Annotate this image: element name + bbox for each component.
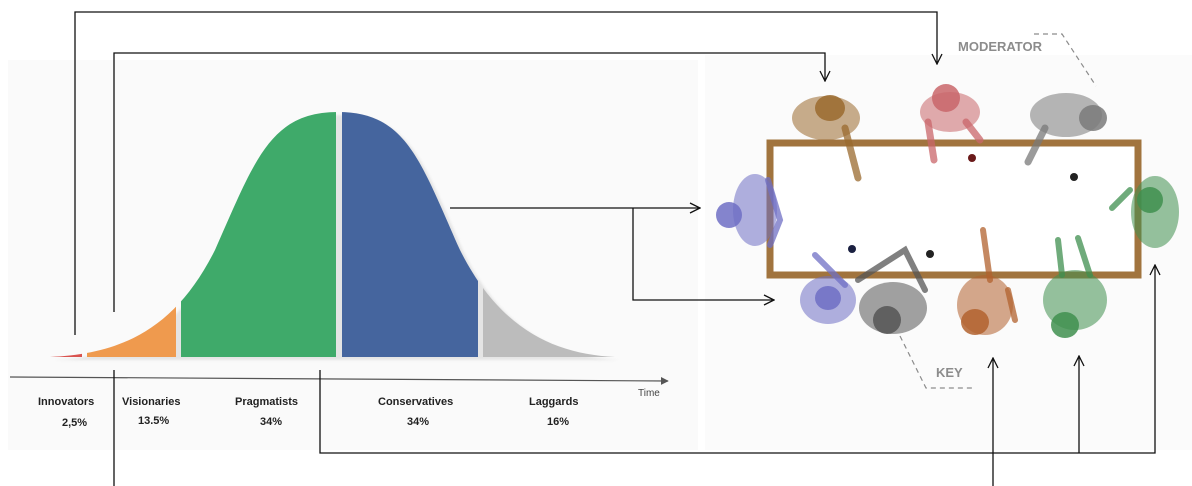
arrow-conservatives-to-bottom-left bbox=[632, 208, 774, 300]
arrow-visionaries-to-top-left bbox=[113, 52, 825, 312]
participant-key bbox=[855, 245, 928, 334]
percent-conservatives: 34% bbox=[407, 416, 429, 428]
moderator-label: MODERATOR bbox=[958, 39, 1043, 54]
participant-top-left bbox=[792, 95, 862, 182]
participant-left bbox=[716, 174, 784, 248]
percent-visionaries: 13.5% bbox=[138, 415, 169, 427]
key-label: KEY bbox=[936, 365, 963, 380]
participant-top-right bbox=[1024, 93, 1107, 166]
percent-laggards: 16% bbox=[547, 416, 569, 428]
table-item-cup bbox=[926, 250, 934, 258]
participant-bottom-1 bbox=[800, 252, 856, 324]
participant-bottom-3 bbox=[957, 227, 1018, 335]
label-laggards: Laggards bbox=[529, 396, 579, 408]
participant-moderator bbox=[920, 84, 984, 164]
label-visionaries: Visionaries bbox=[122, 396, 181, 408]
table-item-cup bbox=[968, 154, 976, 162]
participant-bottom-4 bbox=[1043, 235, 1107, 338]
connectors bbox=[74, 11, 1155, 486]
key-leader-line bbox=[899, 335, 972, 389]
table-item-cup bbox=[848, 245, 856, 253]
percent-pragmatists: 34% bbox=[260, 416, 282, 428]
table-item-cup bbox=[1070, 173, 1078, 181]
arrow-pragmatists-to-right bbox=[319, 265, 1155, 454]
time-axis bbox=[9, 376, 669, 385]
participants bbox=[716, 84, 1179, 338]
arrow-innovators-to-moderator bbox=[74, 11, 937, 335]
percent-innovators: 2,5% bbox=[62, 417, 87, 429]
label-conservatives: Conservatives bbox=[378, 396, 453, 408]
label-innovators: Innovators bbox=[38, 396, 94, 408]
participant-right bbox=[1109, 176, 1179, 248]
time-axis-label: Time bbox=[638, 388, 660, 399]
moderator-leader-line bbox=[1034, 33, 1097, 87]
label-pragmatists: Pragmatists bbox=[235, 396, 298, 408]
